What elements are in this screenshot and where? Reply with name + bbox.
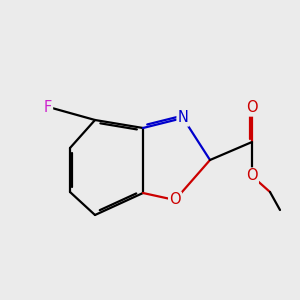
Text: O: O xyxy=(246,169,258,184)
Text: F: F xyxy=(44,100,52,116)
Text: O: O xyxy=(169,193,181,208)
Text: O: O xyxy=(246,100,258,116)
Text: N: N xyxy=(178,110,188,125)
